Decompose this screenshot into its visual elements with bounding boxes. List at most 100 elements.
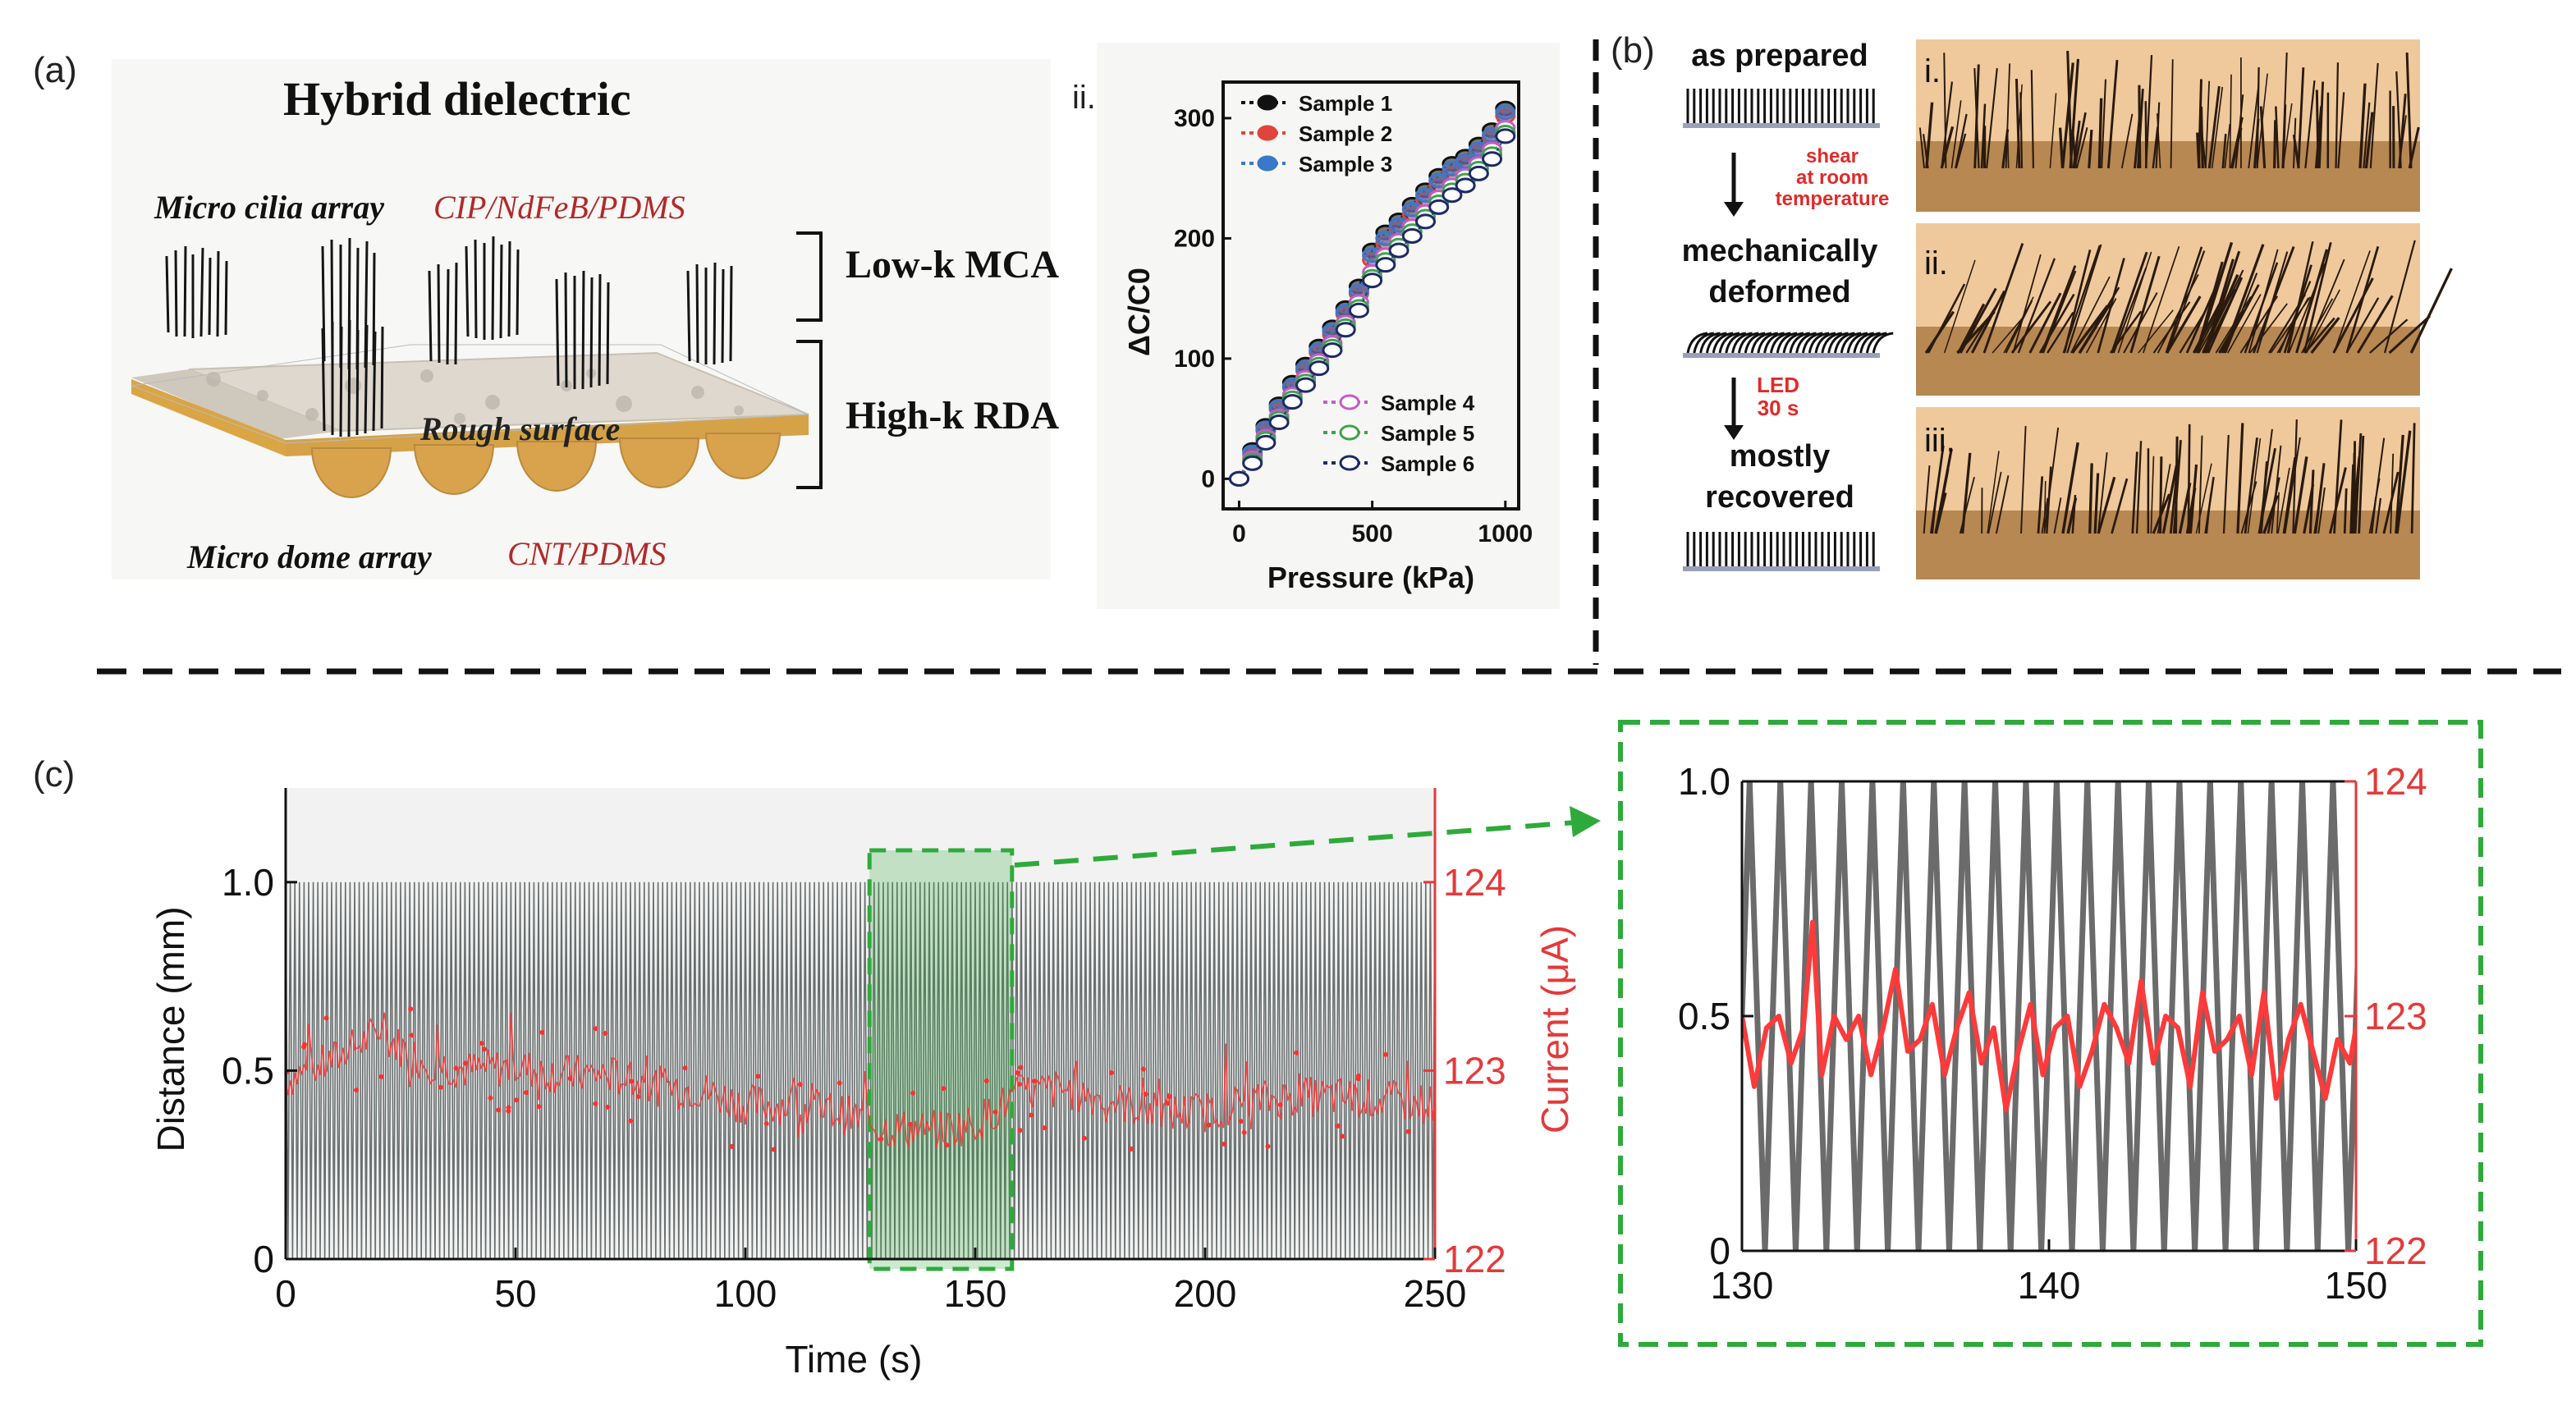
fiber [2020,426,2027,534]
fiber [2037,476,2044,534]
fiber [2390,453,2395,534]
label-high-k-rda: High-k RDA [846,394,1059,437]
current-point [910,1090,916,1096]
cilium-bent [1699,332,1721,354]
label-micro-dome: Micro dome array [186,538,432,575]
fiber [2211,86,2224,169]
zoom-chart: 130 140 150 0 0.5 1.0 122 123 124 [1618,720,2483,1347]
fiber [2070,305,2109,355]
pressure-point [1455,177,1476,194]
cilium-bent [1776,332,1798,354]
cilium-bent [1833,332,1855,354]
fiber [2388,314,2431,355]
y-tick-label: 1.0 [222,861,274,904]
fiber [1992,317,2024,354]
fiber [2169,460,2180,534]
fiber [2075,127,2088,169]
current-point [1382,1051,1388,1057]
fiber [2097,451,2108,534]
y2-tick-label: 124 [1443,861,1506,904]
fiber [2262,494,2279,534]
panel-b-letter: (b) [1611,30,1655,71]
fiber [1995,475,2010,534]
pressure-point [1228,470,1249,487]
pressure-point [1482,151,1503,167]
fiber [2236,423,2244,534]
fiber [2060,62,2074,169]
fiber [2196,241,2234,354]
pressure-point [1322,342,1343,359]
current-point [524,1090,529,1096]
fiber [1931,491,1938,534]
cilium-bent [1808,332,1830,354]
fiber [1955,113,1968,169]
fiber [2358,83,2367,169]
fiber [2166,250,2206,354]
zoom-arrow-head-icon [1570,806,1601,837]
fiber [1955,133,1967,169]
cilium-bent [1705,332,1727,354]
zoom-y2-tick-label: 124 [2364,760,2427,803]
fiber [2204,285,2239,354]
fiber [1923,465,1931,534]
current-point [603,1030,608,1036]
fiber [2395,71,2402,169]
fiber [2295,249,2328,354]
fiber [2410,423,2416,534]
current-point [729,1143,735,1149]
current-point [438,1084,443,1090]
fiber [2282,456,2296,534]
fiber [2345,297,2380,354]
fiber [2292,134,2300,169]
fiber [2097,98,2103,169]
current-point [1222,1141,1227,1147]
fiber [2230,117,2244,169]
fiber [1959,287,1997,354]
fiber [2111,251,2148,354]
fiber [2369,62,2379,169]
fiber [2337,92,2345,169]
legend-label: Sample 5 [1381,421,1474,446]
fiber [2085,298,2117,354]
fiber [2088,463,2093,534]
current-point [506,1105,511,1110]
label-cip-ndfeb: CIP/NdFeB/PDMS [433,189,685,226]
cilium-bent [1750,332,1772,354]
fiber [1925,102,1934,169]
fiber [2310,317,2340,354]
fiber [2315,89,2320,169]
micrograph-photo-i: i. [1916,39,2420,212]
pressure-point [1242,455,1263,471]
cilium-bent [1795,332,1817,354]
current-point [1143,1092,1148,1097]
current-point [536,1104,542,1110]
fiber [2155,102,2161,169]
fiber [2224,123,2231,169]
zoom-current-trace [1742,919,2356,1113]
current-point [635,1094,641,1100]
x-tick-label: 150 [944,1272,1007,1315]
fiber [1940,126,1955,169]
pressure-x-tick-label: 500 [1352,520,1393,547]
current-point [628,1118,634,1124]
fiber [2229,74,2232,169]
current-point [593,1026,598,1032]
fiber [1943,259,1976,354]
cilium-bent [1801,332,1823,354]
photo-label-ii: ii. [1924,245,1948,282]
pressure-point [1348,302,1369,318]
current-point [878,1136,884,1142]
panel-c: (c) 0 50 100 150 200 250 0 0.5 1.0 124 123 122 Time… [33,720,2483,1381]
fiber [2332,277,2374,354]
pressure-point [1495,128,1516,144]
step-as-prepared: as prepared [1691,39,1868,73]
fiber [2030,70,2035,169]
fiber [2343,488,2348,534]
fiber [1986,67,1998,169]
current-point [593,1101,598,1106]
fiber [2043,427,2060,534]
cilium-bent [1814,332,1836,354]
panel-a-sub-ii: ii. [1072,80,1096,116]
fiber [2371,497,2377,534]
current-point [409,1033,415,1038]
